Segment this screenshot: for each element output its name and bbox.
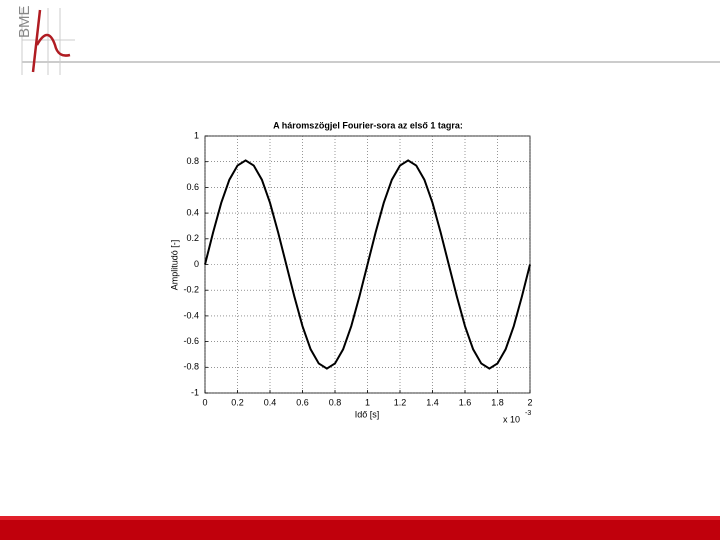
x-tick-label: 1.2 [394, 397, 407, 407]
footer-highlight [0, 516, 720, 520]
x-tick-label: 1.4 [426, 397, 439, 407]
y-tick-label: -0.4 [183, 310, 199, 320]
x-tick-label: 0.4 [264, 397, 277, 407]
logo-mark [31, 9, 71, 73]
x-tick-label: 0.8 [329, 397, 342, 407]
x-multiplier: x 10 [503, 414, 520, 424]
y-tick-label: 0.6 [186, 182, 199, 192]
y-tick-label: -1 [191, 387, 199, 397]
y-tick-label: 0.8 [186, 156, 199, 166]
x-tick-label: 0 [202, 397, 207, 407]
x-tick-label: 0.6 [296, 397, 309, 407]
logo-text: BME [16, 5, 33, 38]
chart-title: A háromszögjel Fourier-sora az első 1 ta… [273, 120, 463, 130]
x-tick-label: 1.6 [459, 397, 472, 407]
y-tick-label: 0.4 [186, 207, 199, 217]
x-tick-label: 2 [527, 397, 532, 407]
x-tick-label: 1.8 [491, 397, 504, 407]
y-axis-label: Amplitudó [-] [169, 240, 179, 291]
line-series [204, 159, 531, 370]
x-tick-label: 1 [365, 397, 370, 407]
x-multiplier-exponent: -3 [525, 410, 531, 417]
y-tick-label: -0.2 [183, 285, 199, 295]
x-axis-label: Idő [s] [355, 409, 380, 419]
x-tick-label: 0.2 [231, 397, 244, 407]
y-tick-label: -0.6 [183, 336, 199, 346]
y-tick-label: 1 [194, 130, 199, 140]
y-tick-label: -0.8 [183, 362, 199, 372]
logo: BME [16, 5, 720, 75]
y-tick-label: 0.2 [186, 233, 199, 243]
y-tick-label: 0 [194, 259, 199, 269]
